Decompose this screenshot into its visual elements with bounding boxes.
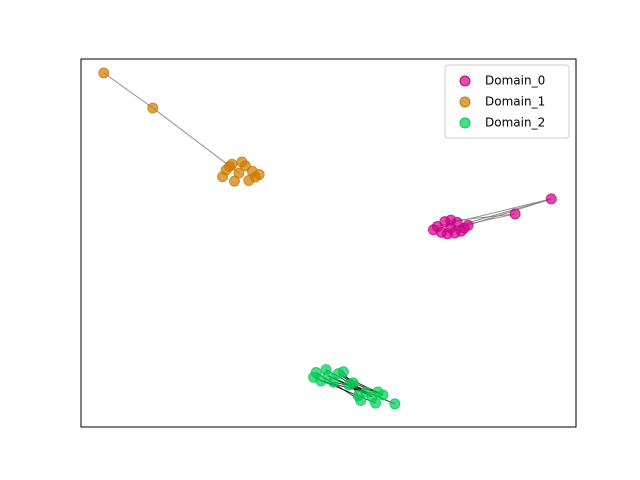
point [509, 208, 521, 220]
legend-marker [459, 75, 471, 87]
point [545, 193, 557, 205]
point [389, 398, 401, 410]
point [337, 366, 349, 378]
legend-label: Domain_0 [485, 74, 545, 88]
point [224, 160, 235, 172]
point [462, 219, 474, 231]
point [228, 175, 240, 187]
edge [103, 72, 154, 109]
points [98, 67, 557, 410]
point [217, 171, 229, 183]
point [98, 67, 110, 79]
point [435, 226, 447, 238]
point [243, 174, 255, 186]
edge [152, 107, 240, 174]
point [347, 377, 359, 389]
point [372, 386, 384, 398]
legend-marker [459, 117, 471, 129]
point [455, 225, 467, 237]
point [352, 390, 364, 402]
point [370, 397, 382, 409]
point [253, 169, 265, 181]
point [308, 371, 320, 383]
legend-marker [459, 96, 471, 108]
legend: Domain_0 Domain_1 Domain_2 [444, 64, 570, 139]
legend-label: Domain_2 [485, 116, 545, 130]
legend-label: Domain_1 [485, 95, 545, 109]
point [327, 376, 339, 388]
point [236, 156, 248, 168]
edge [467, 198, 552, 226]
point [320, 364, 332, 376]
point [445, 214, 457, 226]
point [147, 102, 159, 114]
plot-frame [80, 58, 577, 428]
legend-box [444, 64, 570, 139]
